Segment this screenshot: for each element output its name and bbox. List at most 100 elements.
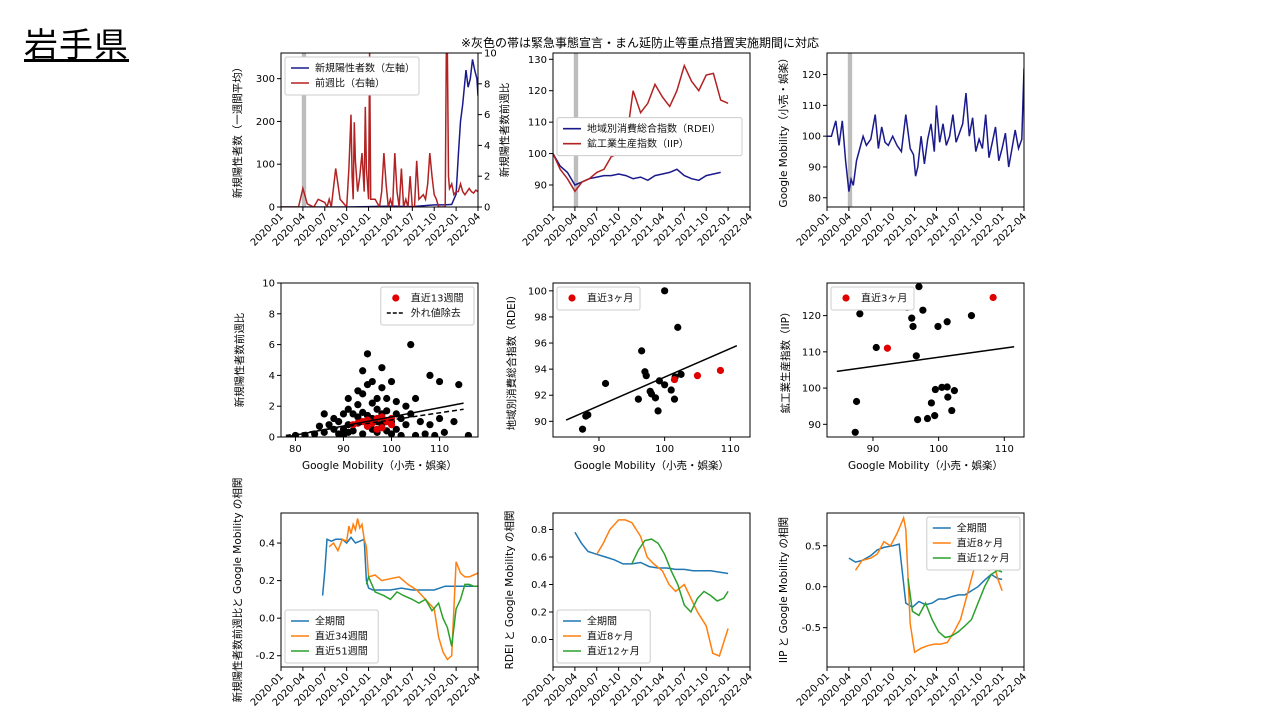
robust-fit-line [285, 408, 464, 437]
plot-area [827, 68, 1024, 192]
scatter-point [426, 371, 434, 379]
scatter-point [950, 387, 958, 395]
scatter-point [411, 431, 420, 437]
series-line [907, 569, 1003, 639]
x-axis-label: Google Mobility（小売・娯楽） [574, 459, 729, 472]
scatter-point [450, 418, 458, 426]
y-tick-label: 100 [528, 286, 547, 297]
scatter-point [872, 343, 880, 352]
scatter-point [383, 394, 391, 403]
y-tick-label: 120 [528, 86, 547, 97]
scatter-point [670, 395, 679, 403]
scatter-point [914, 416, 922, 424]
y2-tick-label: 8 [484, 79, 490, 90]
scatter-point [392, 397, 400, 406]
scatter-point [927, 399, 936, 407]
legend-label: 直近3ヶ月 [587, 292, 633, 305]
axes-frame [826, 52, 1025, 208]
scatter-point [435, 414, 444, 423]
axes-frame [552, 282, 751, 438]
y-axis-label: 新規陽性者数前週比 [233, 313, 246, 408]
fit-line [565, 344, 738, 421]
y-tick-label: 4 [269, 371, 275, 382]
scatter-point [325, 421, 333, 429]
scatter-point [354, 413, 362, 421]
x-tick-label: 110 [721, 444, 740, 455]
y-tick-label: 200 [256, 117, 275, 128]
fit-line [285, 402, 464, 437]
scatter-point [856, 310, 864, 318]
y-tick-label: 0.2 [531, 608, 547, 619]
figure-note: ※灰色の帯は緊急事態宣言・まん延防止等重点措置実施期間に対応 [460, 36, 820, 50]
scatter-point [943, 383, 951, 391]
scatter-point [378, 384, 386, 392]
plot-area [285, 341, 472, 437]
scatter-point [440, 428, 448, 436]
scatter-point [373, 405, 381, 413]
series-line [321, 536, 478, 596]
legend: 直近3ヶ月 [556, 286, 641, 311]
scatter-point [934, 322, 942, 331]
y-axis-label: Google Mobility（小売・娯楽） [777, 52, 790, 207]
y-tick-label: 100 [802, 384, 821, 395]
y-axis-label: IIP と Google Mobility の相関 [777, 517, 790, 663]
scatter-point [402, 402, 410, 410]
y2-tick-label: 4 [484, 141, 490, 152]
y-tick-label: 130 [528, 55, 547, 66]
legend: 新規陽性者数（左軸） 前週比（右軸） [284, 56, 420, 96]
highlight-point [373, 425, 381, 433]
y-tick-label: 94 [534, 365, 547, 376]
scatter-point [383, 407, 391, 415]
scatter-point [387, 430, 396, 437]
scatter-point [387, 377, 396, 386]
legend-box [556, 609, 651, 664]
y-tick-label: 92 [534, 391, 547, 402]
legend-swatch [568, 294, 576, 302]
plot-area [574, 519, 729, 658]
legend-label: 全期間 [587, 615, 617, 628]
scatter-point [908, 314, 916, 322]
plot-area [321, 518, 478, 661]
y-tick-label: 100 [528, 149, 547, 160]
y-tick-label: 0 [269, 433, 275, 444]
scatter-point [919, 306, 927, 314]
legend-box [284, 56, 420, 96]
highlight-point [670, 375, 679, 384]
scatter-point [943, 318, 951, 326]
highlight-point [693, 372, 702, 380]
y-tick-label: 90 [534, 417, 547, 428]
chart-c2: 2020-012020-042020-072020-102021-012021-… [521, 52, 755, 249]
legend-label: 直近12ヶ月 [957, 552, 1010, 565]
scatter-point [349, 427, 357, 435]
chart-c7: 2020-012020-042020-072020-102021-012021-… [231, 478, 483, 709]
y2-tick-label: 2 [484, 172, 490, 183]
scatter-point [642, 372, 650, 380]
chart-c8: 2020-012020-042020-072020-102021-012021-… [503, 511, 755, 709]
scatter-point [335, 418, 343, 426]
y-tick-label: 110 [528, 118, 547, 129]
series-line [281, 53, 478, 207]
scatter-point [320, 410, 328, 418]
scatter-point [411, 394, 420, 403]
scatter-point [315, 422, 324, 430]
scatter-point [359, 367, 367, 375]
series-line [827, 68, 1024, 192]
series-line [365, 574, 478, 647]
x-axis-label: Google Mobility（小売・娯楽） [848, 459, 1003, 472]
scatter-point [909, 322, 917, 331]
y-tick-label: 10 [262, 279, 275, 290]
y-tick-label: 110 [802, 101, 821, 112]
legend: 地域別消費総合指数（RDEI） 鉱工業生産指数（IIP） [556, 117, 743, 157]
series-line [328, 518, 478, 661]
scatter-point [931, 385, 939, 394]
axes-frame [280, 282, 479, 438]
y-tick-label: 98 [534, 312, 547, 323]
series-line [553, 63, 729, 193]
y-tick-label: 0.4 [531, 580, 547, 591]
highlight-point [716, 366, 725, 375]
y-tick-label: 0.4 [259, 539, 275, 550]
highlight-point [989, 293, 997, 302]
legend-box [556, 286, 641, 311]
